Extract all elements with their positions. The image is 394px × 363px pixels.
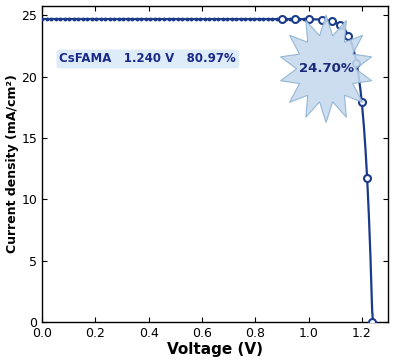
Polygon shape: [281, 15, 372, 123]
Text: 24.70%: 24.70%: [299, 62, 353, 75]
Text: CsFAMA   1.240 V   80.97%: CsFAMA 1.240 V 80.97%: [59, 53, 236, 65]
X-axis label: Voltage (V): Voltage (V): [167, 342, 263, 358]
Y-axis label: Current density (mA/cm²): Current density (mA/cm²): [6, 74, 19, 253]
